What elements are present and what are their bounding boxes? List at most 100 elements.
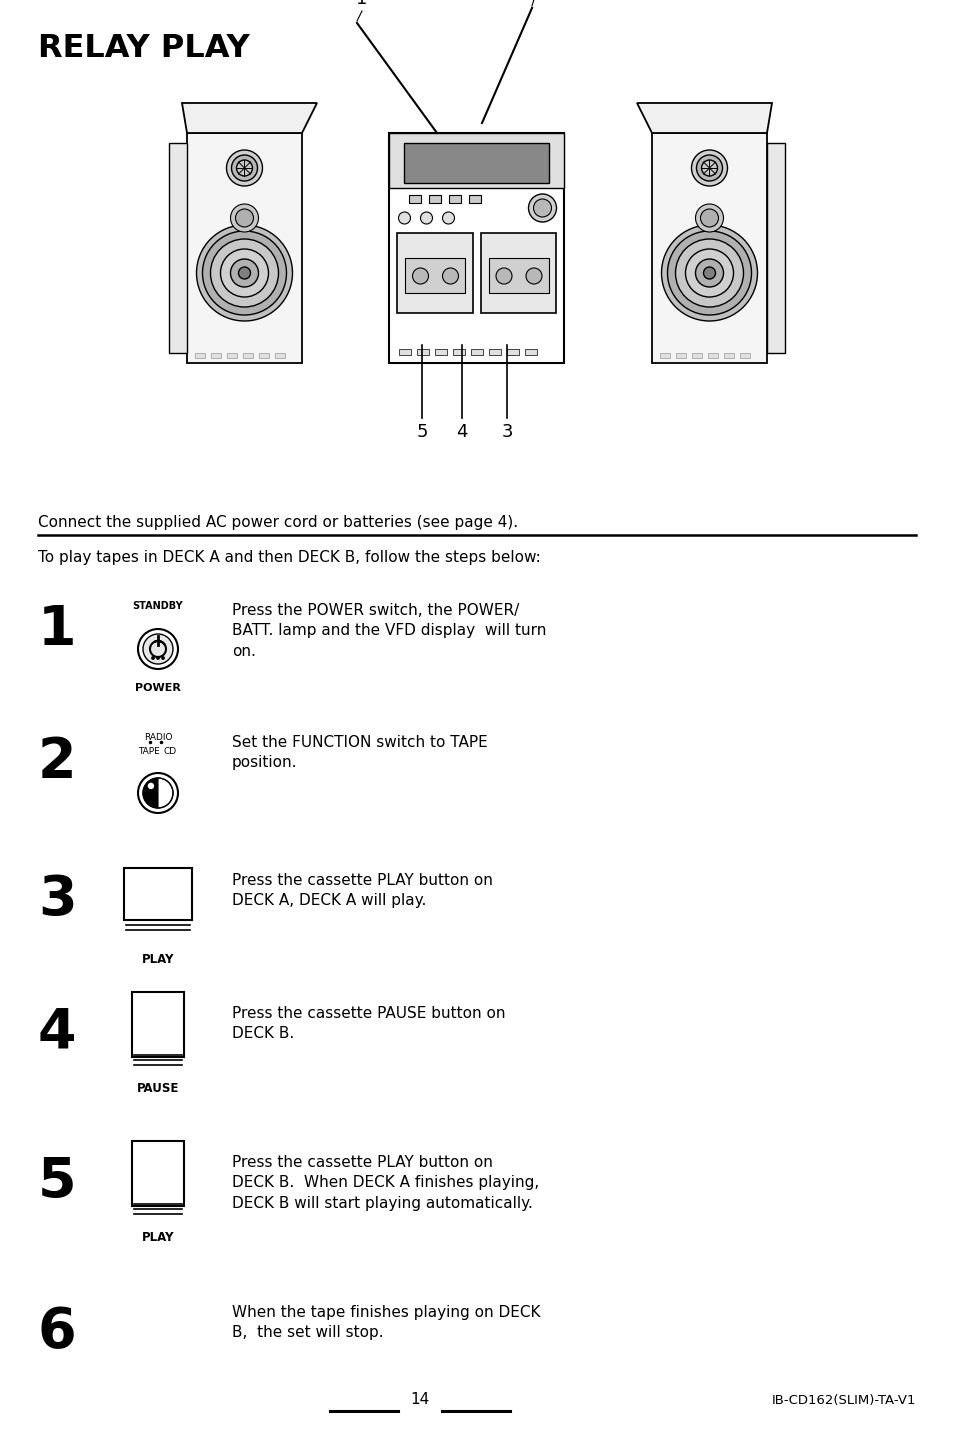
Bar [169, 142, 187, 353]
Circle shape [238, 267, 251, 279]
Bar [453, 349, 465, 355]
Bar [469, 195, 481, 203]
Bar [243, 353, 253, 357]
Bar [525, 349, 537, 355]
Text: PLAY: PLAY [142, 1231, 174, 1244]
Bar [480, 232, 556, 312]
Bar [417, 349, 429, 355]
Circle shape [695, 203, 722, 232]
Text: 3: 3 [500, 423, 512, 442]
Circle shape [442, 212, 454, 224]
Circle shape [667, 231, 751, 315]
Bar [766, 142, 784, 353]
Circle shape [231, 203, 258, 232]
Circle shape [412, 267, 428, 283]
Circle shape [691, 150, 727, 186]
Text: 6: 6 [38, 1305, 76, 1359]
Text: 1: 1 [38, 603, 76, 657]
Bar [258, 353, 269, 357]
Bar [409, 195, 421, 203]
Bar [435, 349, 447, 355]
Bar [389, 134, 564, 187]
Circle shape [696, 155, 721, 182]
Text: 14: 14 [410, 1392, 429, 1407]
Circle shape [700, 209, 718, 227]
Bar [194, 353, 205, 357]
Circle shape [528, 195, 556, 222]
Polygon shape [637, 103, 771, 134]
Circle shape [220, 248, 268, 296]
Circle shape [685, 248, 733, 296]
Circle shape [660, 225, 757, 321]
Circle shape [143, 634, 172, 664]
Text: Press the cassette PLAY button on
DECK A, DECK A will play.: Press the cassette PLAY button on DECK A… [232, 873, 493, 908]
Bar [397, 232, 473, 312]
Bar [132, 991, 184, 1056]
Circle shape [675, 238, 742, 307]
Circle shape [202, 231, 286, 315]
Bar [405, 259, 465, 294]
Circle shape [496, 267, 512, 283]
Bar [740, 353, 749, 357]
Bar [429, 195, 441, 203]
Text: PLAY: PLAY [142, 953, 174, 966]
Circle shape [420, 212, 432, 224]
Text: 5: 5 [416, 423, 427, 442]
Text: 5: 5 [38, 1155, 76, 1209]
Bar [651, 134, 766, 363]
Bar [399, 349, 411, 355]
Text: To play tapes in DECK A and then DECK B, follow the steps below:: To play tapes in DECK A and then DECK B,… [38, 551, 540, 565]
Text: RELAY PLAY: RELAY PLAY [38, 33, 250, 64]
Circle shape [231, 259, 258, 288]
Circle shape [152, 657, 154, 660]
Bar [211, 353, 221, 357]
Text: CD: CD [164, 747, 177, 756]
Circle shape [702, 267, 715, 279]
Circle shape [232, 155, 257, 182]
Text: Press the cassette PLAY button on
DECK B.  When DECK A finishes playing,
DECK B : Press the cassette PLAY button on DECK B… [232, 1155, 538, 1210]
Text: Connect the supplied AC power cord or batteries (see page 4).: Connect the supplied AC power cord or ba… [38, 514, 517, 530]
Bar [489, 349, 501, 355]
Bar [449, 195, 461, 203]
Circle shape [525, 267, 541, 283]
Circle shape [138, 773, 178, 814]
Bar [404, 142, 549, 183]
Text: 2: 2 [38, 735, 76, 789]
Text: STANDBY: STANDBY [132, 602, 183, 612]
Circle shape [442, 267, 458, 283]
Bar [227, 353, 236, 357]
Polygon shape [182, 103, 316, 134]
Bar [707, 353, 718, 357]
Bar [659, 353, 669, 357]
Circle shape [149, 783, 153, 789]
Circle shape [196, 225, 293, 321]
Circle shape [156, 657, 159, 660]
Bar [507, 349, 519, 355]
Text: TAPE: TAPE [138, 747, 159, 756]
Circle shape [236, 160, 253, 176]
Circle shape [700, 160, 717, 176]
Bar [691, 353, 701, 357]
Bar [676, 353, 685, 357]
Text: 4: 4 [38, 1005, 76, 1061]
Circle shape [695, 259, 722, 288]
Circle shape [533, 199, 551, 216]
Text: RADIO: RADIO [144, 732, 172, 742]
Wedge shape [143, 777, 158, 808]
Text: 4: 4 [456, 423, 467, 442]
Text: 1: 1 [355, 0, 367, 9]
Bar [489, 259, 548, 294]
Bar [471, 349, 483, 355]
Bar [274, 353, 285, 357]
Circle shape [138, 629, 178, 668]
Bar [389, 134, 564, 363]
Wedge shape [158, 777, 172, 808]
Text: POWER: POWER [135, 683, 181, 693]
Text: IB-CD162(SLIM)-TA-V1: IB-CD162(SLIM)-TA-V1 [771, 1393, 915, 1407]
Circle shape [162, 657, 164, 660]
Bar [187, 134, 302, 363]
Text: When the tape finishes playing on DECK
B,  the set will stop.: When the tape finishes playing on DECK B… [232, 1305, 540, 1341]
Circle shape [226, 150, 262, 186]
Text: Set the FUNCTION switch to TAPE
position.: Set the FUNCTION switch to TAPE position… [232, 735, 487, 770]
Text: Press the POWER switch, the POWER/
BATT. lamp and the VFD display  will turn
on.: Press the POWER switch, the POWER/ BATT.… [232, 603, 546, 658]
